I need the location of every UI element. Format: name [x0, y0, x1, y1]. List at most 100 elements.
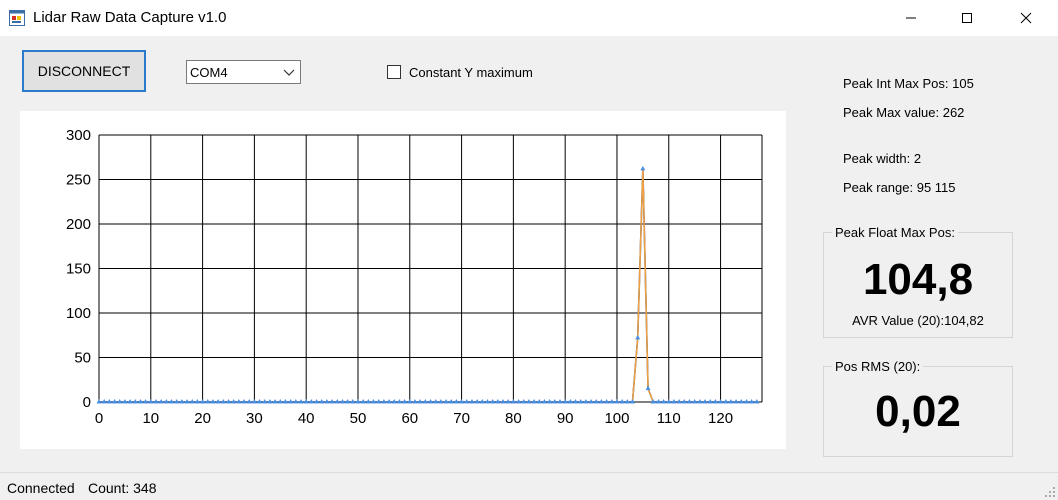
data-point-marker [469, 399, 475, 404]
data-point-marker [552, 399, 558, 404]
peak-range: Peak range: 95 115 [843, 180, 956, 195]
port-select[interactable]: COM4 [186, 60, 301, 84]
data-point-marker [112, 399, 118, 404]
data-point-marker [609, 399, 615, 404]
data-point-marker [754, 399, 760, 404]
data-point-marker [433, 399, 439, 404]
data-point-marker [464, 399, 470, 404]
data-point-marker [630, 399, 636, 404]
resize-grip-icon[interactable] [1045, 487, 1055, 497]
checkbox-box[interactable] [387, 65, 401, 79]
data-point-marker [655, 399, 661, 404]
data-point-marker [453, 399, 459, 404]
port-select-value: COM4 [190, 65, 228, 80]
data-point-marker [231, 399, 237, 404]
data-point-marker [143, 399, 149, 404]
maximize-button[interactable] [944, 0, 990, 36]
constant-y-label: Constant Y maximum [409, 64, 533, 80]
peak-float-value: 104,8 [862, 255, 974, 304]
peak-float-group: Peak Float Max Pos: 104,8 AVR Value (20)… [823, 225, 1013, 338]
x-tick-label: 90 [557, 410, 574, 427]
data-point-marker [246, 399, 252, 404]
data-point-marker [417, 399, 423, 404]
data-point-marker [117, 399, 123, 404]
data-point-marker [137, 399, 143, 404]
data-point-marker [412, 399, 418, 404]
data-point-marker [365, 399, 371, 404]
y-tick-label: 150 [66, 261, 91, 278]
data-point-marker [635, 334, 641, 340]
data-point-marker [474, 399, 480, 404]
data-point-marker [484, 399, 490, 404]
data-point-marker [707, 399, 713, 404]
x-tick-label: 120 [708, 410, 733, 427]
data-point-marker [174, 399, 180, 404]
data-point-marker [593, 399, 599, 404]
close-button[interactable] [1003, 0, 1049, 36]
disconnect-button[interactable]: DISCONNECT [22, 50, 146, 92]
data-point-marker [308, 399, 314, 404]
data-point-marker [604, 399, 610, 404]
data-point-marker [262, 399, 268, 404]
x-tick-label: 10 [142, 410, 159, 427]
data-point-marker [712, 399, 718, 404]
x-tick-label: 30 [246, 410, 263, 427]
data-point-marker [723, 399, 729, 404]
series-peak-line [631, 168, 654, 403]
raw-data-chart: 0 50 100 150 200 250 300 0 10 20 30 40 50 60 70 80 90 100… [66, 127, 763, 427]
data-point-marker [743, 399, 749, 404]
data-point-marker [541, 399, 547, 404]
data-point-marker [422, 399, 428, 404]
data-point-marker [614, 399, 620, 404]
data-point-marker [277, 399, 283, 404]
x-tick-label: 80 [505, 410, 522, 427]
data-point-marker [733, 399, 739, 404]
minimize-button[interactable] [888, 0, 934, 36]
data-point-marker [267, 399, 273, 404]
data-point-marker [521, 399, 527, 404]
window-title: Lidar Raw Data Capture v1.0 [33, 9, 227, 26]
data-point-marker [459, 399, 465, 404]
data-point-marker [334, 399, 340, 404]
chevron-down-icon [283, 69, 295, 76]
data-point-marker [681, 399, 687, 404]
data-point-marker [578, 399, 584, 404]
data-point-marker [257, 399, 263, 404]
data-point-marker [241, 399, 247, 404]
x-tick-label: 50 [350, 410, 367, 427]
constant-y-checkbox[interactable]: Constant Y maximum [387, 63, 533, 81]
data-point-marker [536, 399, 542, 404]
data-point-marker [661, 399, 667, 404]
data-point-marker [360, 399, 366, 404]
data-point-marker [127, 399, 133, 404]
data-point-marker [598, 399, 604, 404]
data-point-marker [448, 399, 454, 404]
data-point-marker [386, 399, 392, 404]
data-point-marker [391, 399, 397, 404]
data-point-marker [225, 399, 231, 404]
data-point-marker [573, 399, 579, 404]
data-point-marker [319, 399, 325, 404]
maximize-icon [962, 13, 972, 23]
data-point-marker [381, 399, 387, 404]
data-point-marker [567, 399, 573, 404]
pos-rms-value: 0,02 [875, 387, 961, 436]
data-point-marker [251, 399, 257, 404]
data-point-marker [282, 399, 288, 404]
close-icon [1020, 12, 1032, 24]
data-point-marker [189, 399, 195, 404]
data-point-marker [376, 399, 382, 404]
data-point-marker [562, 399, 568, 404]
data-point-marker [236, 399, 242, 404]
data-point-marker [200, 399, 206, 404]
data-point-marker [479, 399, 485, 404]
data-point-marker [500, 399, 506, 404]
status-bar: Connected Count: 348 [0, 472, 1058, 500]
data-point-marker [350, 399, 356, 404]
data-point-marker [702, 399, 708, 404]
data-point-marker [516, 399, 522, 404]
data-point-marker [547, 399, 553, 404]
peak-max-value: Peak Max value: 262 [843, 105, 965, 120]
data-point-marker [588, 399, 594, 404]
data-point-marker [163, 399, 169, 404]
